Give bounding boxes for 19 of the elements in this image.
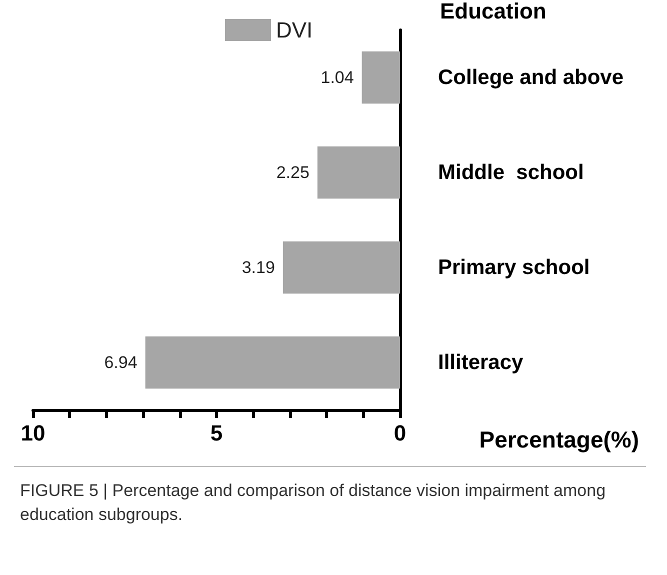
bar — [282, 241, 400, 294]
legend-label: DVI — [276, 18, 313, 42]
bar — [145, 336, 400, 389]
bar — [317, 146, 400, 199]
x-axis-title: Percentage(%) — [479, 426, 640, 452]
bar — [362, 51, 400, 104]
y-tick-label: Illiteracy — [438, 351, 524, 374]
y-tick-label: Primary school — [438, 256, 590, 279]
x-tick-label: 5 — [210, 420, 223, 446]
data-label: 3.19 — [242, 258, 275, 277]
y-tick-label: College and above — [438, 66, 624, 89]
data-label: 1.04 — [320, 68, 354, 87]
y-axis-title: Education — [440, 0, 546, 24]
x-tick-label: 0 — [394, 420, 406, 446]
x-tick-label: 10 — [20, 420, 46, 446]
data-label: 2.25 — [276, 163, 310, 182]
data-label: 6.94 — [104, 353, 138, 372]
caption: FIGURE 5 | Percentage and comparison of distance vision impairment among education subgroups. — [14, 466, 646, 539]
y-tick-label: Middle school — [438, 161, 584, 184]
